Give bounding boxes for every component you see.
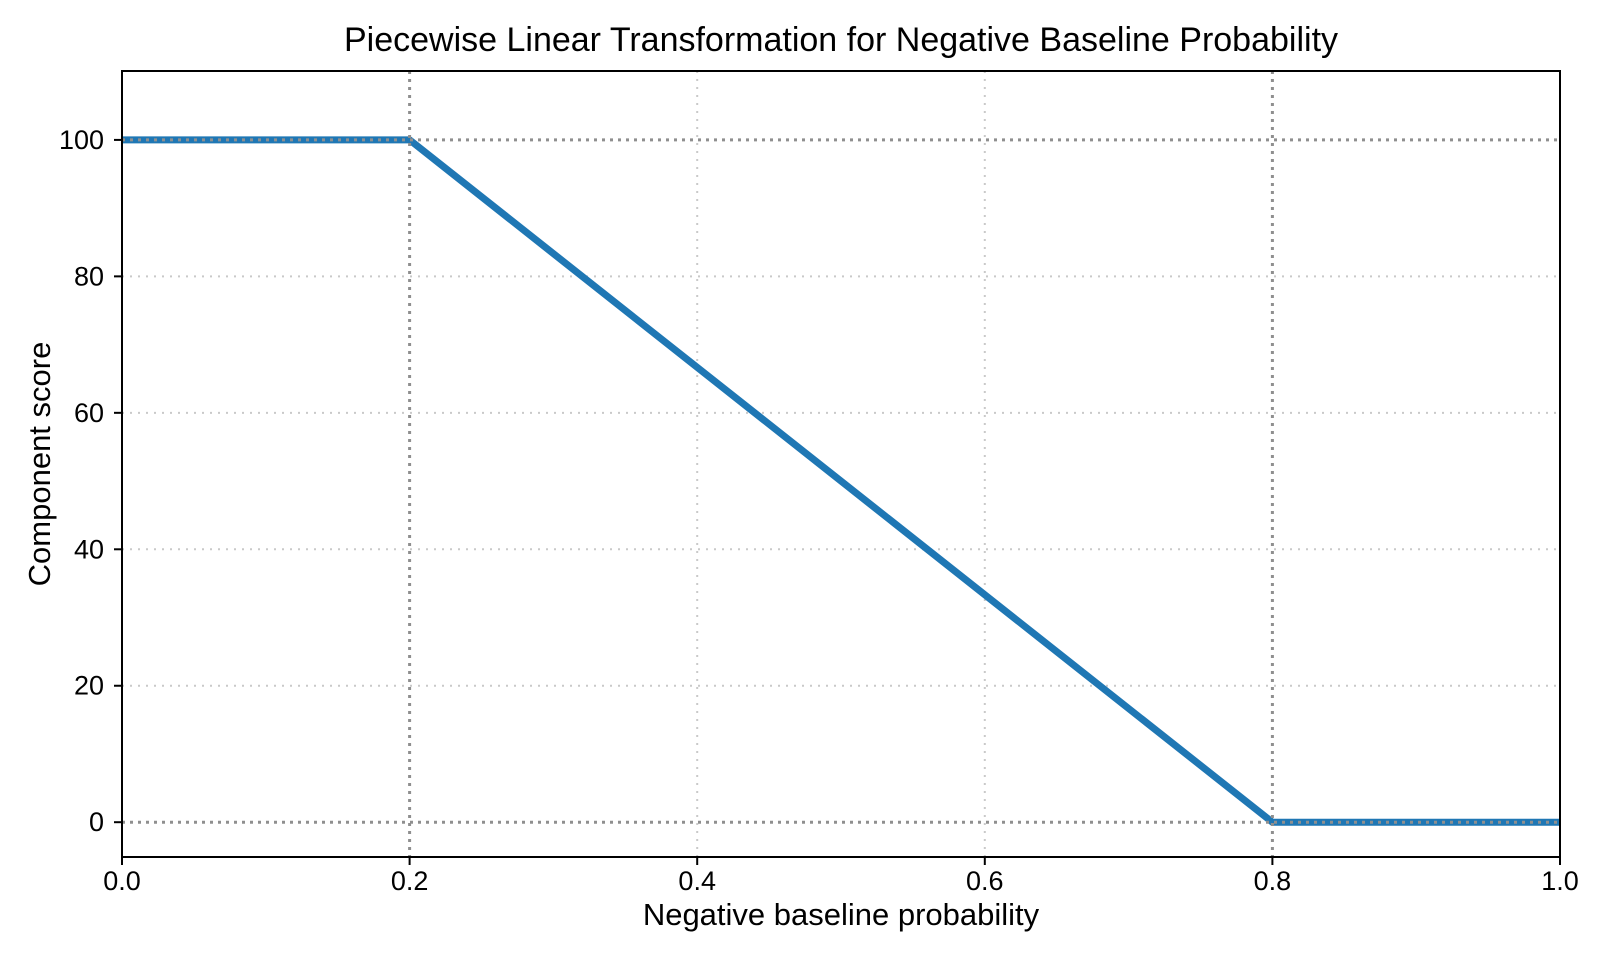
y-tick-label: 0	[89, 807, 104, 837]
x-tick-label: 0.4	[678, 866, 716, 896]
y-tick-label: 20	[74, 671, 104, 701]
y-tick-label: 80	[74, 261, 104, 291]
x-tick-label: 0.2	[391, 866, 429, 896]
axes-spines	[121, 70, 1561, 858]
y-tick-label: 60	[74, 398, 104, 428]
chart-title: Piecewise Linear Transformation for Nega…	[343, 21, 1339, 59]
series-line	[122, 136, 1560, 826]
y-axis-label: Component score	[22, 341, 57, 587]
x-tick-label: 0.6	[966, 866, 1004, 896]
y-tick-label: 40	[74, 534, 104, 564]
x-tick-label: 0.0	[103, 866, 141, 896]
x-tick-label: 1.0	[1541, 866, 1579, 896]
x-tick-label: 0.8	[1254, 866, 1292, 896]
x-axis-label: Negative baseline probability	[642, 897, 1040, 932]
y-tick-label: 100	[59, 125, 104, 155]
